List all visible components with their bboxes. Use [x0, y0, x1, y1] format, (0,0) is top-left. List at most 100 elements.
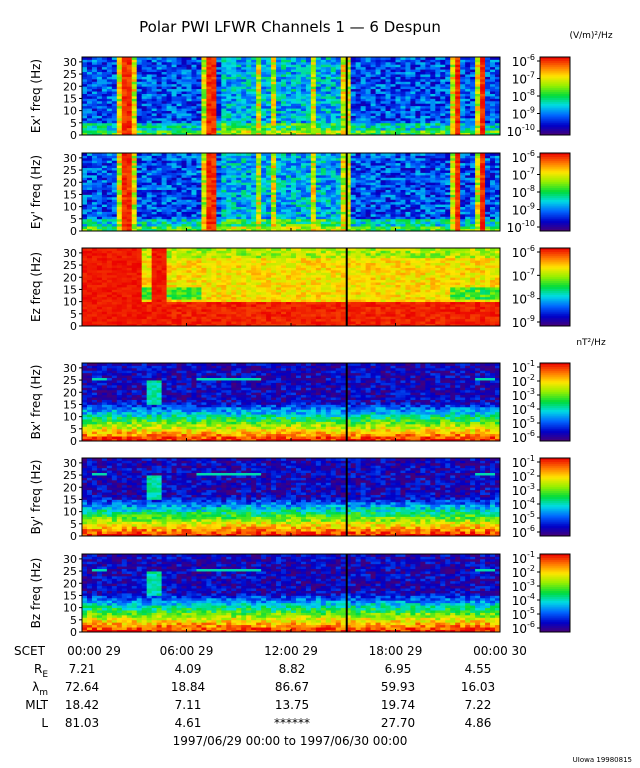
heatmap-cell — [356, 81, 361, 84]
heatmap-cell — [182, 177, 187, 180]
heatmap-cell — [127, 128, 132, 131]
heatmap-cell — [82, 207, 87, 210]
heatmap-cell — [475, 113, 480, 116]
heatmap-cell — [321, 106, 326, 109]
heatmap-cell — [122, 216, 127, 219]
heatmap-cell — [296, 98, 301, 101]
heatmap-cell — [172, 108, 177, 111]
heatmap-cell — [450, 116, 455, 119]
heatmap-cell — [142, 212, 147, 215]
heatmap-cell — [102, 214, 107, 217]
heatmap-cell — [286, 111, 291, 114]
heatmap-cell — [465, 86, 470, 89]
heatmap-cell — [82, 173, 87, 176]
heatmap-cell — [231, 72, 236, 75]
heatmap-cell — [425, 69, 430, 72]
heatmap-cell — [281, 81, 286, 84]
heatmap-cell — [376, 113, 381, 116]
y-tick-label: 20 — [63, 80, 77, 93]
heatmap-cell — [251, 111, 256, 114]
heatmap-cell — [82, 64, 87, 67]
heatmap-cell — [107, 226, 112, 229]
heatmap-cell — [112, 182, 117, 185]
heatmap-cell — [157, 199, 162, 202]
heatmap-cell — [475, 86, 480, 89]
heatmap-cell — [152, 199, 157, 202]
heatmap-cell — [251, 94, 256, 97]
heatmap-cell — [396, 98, 401, 101]
heatmap-cell — [281, 69, 286, 72]
heatmap-cell — [117, 158, 122, 161]
heatmap-cell — [296, 113, 301, 116]
heatmap-cell — [281, 113, 286, 116]
heatmap-cell — [400, 74, 405, 77]
heatmap-cell — [112, 98, 117, 101]
heatmap-cell — [132, 221, 137, 224]
heatmap-cell — [216, 125, 221, 128]
heatmap-cell — [157, 197, 162, 200]
heatmap-cell — [276, 91, 281, 94]
heatmap-cell — [480, 72, 485, 75]
heatmap-cell — [157, 219, 162, 222]
heatmap-cell — [435, 72, 440, 75]
heatmap-cell — [137, 180, 142, 183]
heatmap-cell — [311, 74, 316, 77]
heatmap-cell — [182, 192, 187, 195]
heatmap-cell — [201, 98, 206, 101]
heatmap-cell — [211, 64, 216, 67]
heatmap-cell — [87, 130, 92, 133]
heatmap-cell — [311, 86, 316, 89]
heatmap-cell — [216, 84, 221, 87]
heatmap-cell — [321, 74, 326, 77]
heatmap-cell — [206, 175, 211, 178]
heatmap-cell — [147, 79, 152, 82]
heatmap-cell — [172, 209, 177, 212]
heatmap-cell — [256, 108, 261, 111]
heatmap-cell — [92, 182, 97, 185]
heatmap-cell — [331, 106, 336, 109]
heatmap-cell — [251, 106, 256, 109]
heatmap-cell — [142, 163, 147, 166]
heatmap-cell — [82, 155, 87, 158]
heatmap-cell — [415, 69, 420, 72]
heatmap-cell — [177, 197, 182, 200]
heatmap-cell — [201, 64, 206, 67]
heatmap-cell — [410, 64, 415, 67]
heatmap-cell — [435, 101, 440, 104]
heatmap-cell — [331, 118, 336, 121]
heatmap-cell — [405, 74, 410, 77]
heatmap-cell — [127, 202, 132, 205]
heatmap-cell — [201, 103, 206, 106]
heatmap-cell — [286, 113, 291, 116]
heatmap-cell — [196, 197, 201, 200]
heatmap-cell — [187, 59, 192, 62]
heatmap-cell — [286, 96, 291, 99]
heatmap-cell — [206, 69, 211, 72]
heatmap-cell — [187, 111, 192, 114]
heatmap-cell — [291, 84, 296, 87]
heatmap-cell — [266, 120, 271, 123]
heatmap-cell — [167, 216, 172, 219]
heatmap-cell — [311, 101, 316, 104]
heatmap-cell — [157, 123, 162, 126]
heatmap-cell — [490, 125, 495, 128]
heatmap-cell — [147, 187, 152, 190]
heatmap-cell — [440, 128, 445, 131]
heatmap-cell — [241, 89, 246, 92]
heatmap-cell — [480, 64, 485, 67]
heatmap-cell — [196, 125, 201, 128]
heatmap-cell — [445, 64, 450, 67]
heatmap-cell — [470, 116, 475, 119]
heatmap-cell — [450, 89, 455, 92]
heatmap-cell — [142, 101, 147, 104]
heatmap-cell — [321, 125, 326, 128]
heatmap-cell — [351, 98, 356, 101]
heatmap-cell — [405, 98, 410, 101]
heatmap-cell — [172, 81, 177, 84]
heatmap-cell — [455, 101, 460, 104]
heatmap-cell — [216, 69, 221, 72]
heatmap-cell — [391, 89, 396, 92]
heatmap-cell — [400, 77, 405, 80]
heatmap-cell — [97, 103, 102, 106]
heatmap-cell — [177, 204, 182, 207]
